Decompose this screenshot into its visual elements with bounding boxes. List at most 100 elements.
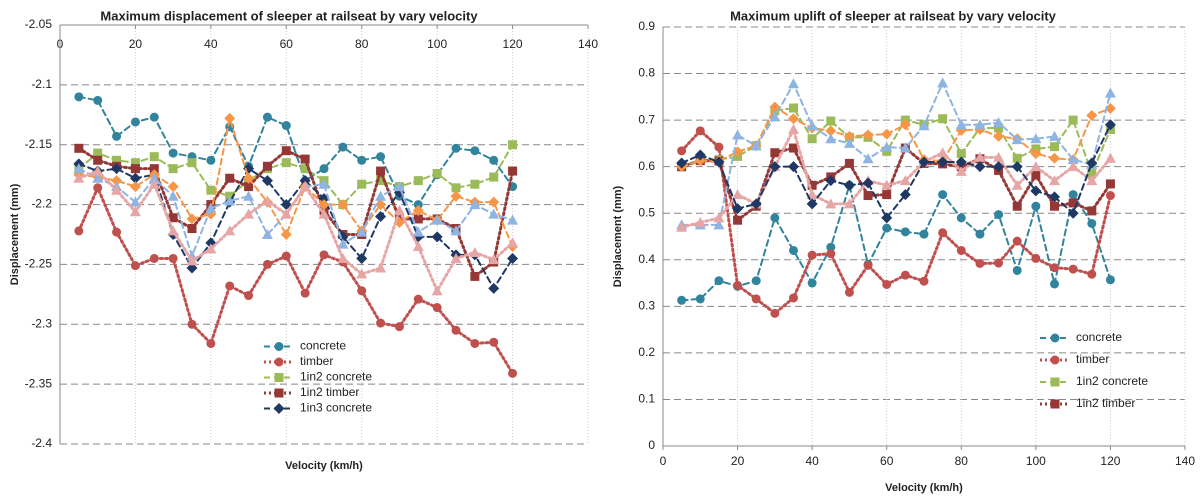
marker — [168, 253, 178, 263]
marker — [1050, 263, 1059, 273]
marker — [881, 179, 893, 190]
marker — [843, 137, 855, 148]
marker — [281, 158, 291, 168]
marker — [129, 172, 141, 184]
series-line — [77, 95, 514, 206]
marker — [338, 142, 348, 152]
marker — [281, 251, 291, 261]
marker — [899, 189, 911, 201]
marker — [1067, 207, 1079, 219]
marker — [93, 95, 103, 105]
marker — [225, 173, 235, 183]
marker — [470, 146, 480, 156]
y-tick-label: 0.2 — [638, 345, 655, 359]
marker — [281, 121, 291, 131]
marker — [843, 198, 855, 209]
legend-label: timber — [1076, 352, 1109, 366]
marker — [507, 237, 519, 248]
marker — [919, 276, 929, 286]
legend-marker — [1050, 333, 1060, 343]
marker — [937, 156, 949, 168]
marker — [750, 198, 762, 210]
marker — [770, 213, 780, 223]
marker — [469, 246, 481, 257]
marker — [769, 101, 781, 113]
marker — [751, 294, 761, 304]
marker — [187, 224, 197, 234]
marker — [1030, 148, 1042, 160]
marker — [1104, 119, 1116, 131]
y-tick-label: 0.6 — [638, 159, 655, 173]
y-tick-label: -2.1 — [31, 77, 52, 91]
marker — [167, 190, 179, 201]
marker — [1012, 236, 1022, 246]
marker — [299, 175, 311, 187]
marker — [413, 176, 423, 186]
marker — [882, 279, 892, 289]
marker — [488, 196, 500, 208]
marker — [677, 146, 687, 156]
legend-marker — [1050, 355, 1060, 365]
marker — [244, 182, 254, 192]
marker — [489, 172, 499, 182]
x-tick-label: 80 — [355, 37, 369, 51]
marker — [488, 208, 500, 219]
y-tick-label: 0.8 — [638, 66, 655, 80]
marker — [806, 120, 818, 131]
marker — [376, 318, 386, 328]
marker — [1087, 218, 1097, 228]
y-tick-label: -2.2 — [31, 197, 52, 211]
marker — [261, 175, 273, 187]
marker — [713, 156, 725, 168]
marker — [1068, 198, 1078, 208]
y-tick-label: -2.4 — [31, 436, 52, 450]
marker — [677, 295, 687, 305]
legend-marker — [274, 342, 284, 351]
marker — [149, 164, 159, 174]
marker — [750, 140, 762, 151]
marker — [1068, 264, 1078, 274]
marker — [92, 165, 104, 176]
marker — [974, 119, 986, 130]
series-line — [680, 80, 1112, 226]
marker — [431, 214, 443, 225]
marker — [224, 225, 236, 236]
marker — [489, 155, 499, 165]
marker — [130, 164, 140, 174]
marker — [413, 200, 423, 210]
marker — [769, 111, 781, 122]
x-tick-label: 120 — [503, 37, 523, 51]
marker — [844, 287, 854, 297]
marker — [1012, 265, 1022, 275]
marker — [807, 250, 817, 260]
marker — [1011, 134, 1023, 145]
marker — [92, 172, 104, 183]
marker — [1030, 133, 1042, 144]
marker — [206, 185, 216, 195]
marker — [1067, 161, 1079, 172]
marker — [1086, 109, 1098, 121]
marker — [412, 240, 424, 251]
marker — [337, 238, 349, 249]
marker — [167, 225, 179, 236]
marker — [993, 161, 1005, 173]
marker — [751, 276, 761, 286]
marker — [129, 181, 141, 193]
marker — [149, 253, 159, 263]
x-tick-label: 100 — [427, 37, 447, 51]
y-axis-label: Displacement (mm) — [9, 183, 21, 285]
marker — [919, 229, 929, 239]
marker — [825, 133, 837, 144]
marker — [714, 142, 724, 152]
marker — [843, 130, 855, 142]
y-tick-label: -2.3 — [31, 316, 52, 330]
marker — [281, 146, 291, 156]
marker — [206, 155, 216, 165]
x-tick-label: 20 — [731, 454, 745, 468]
marker — [975, 259, 985, 269]
marker — [129, 196, 141, 207]
y-tick-label: 0.4 — [638, 252, 655, 266]
marker — [1030, 161, 1042, 172]
marker — [1012, 201, 1022, 211]
marker — [1049, 130, 1060, 141]
